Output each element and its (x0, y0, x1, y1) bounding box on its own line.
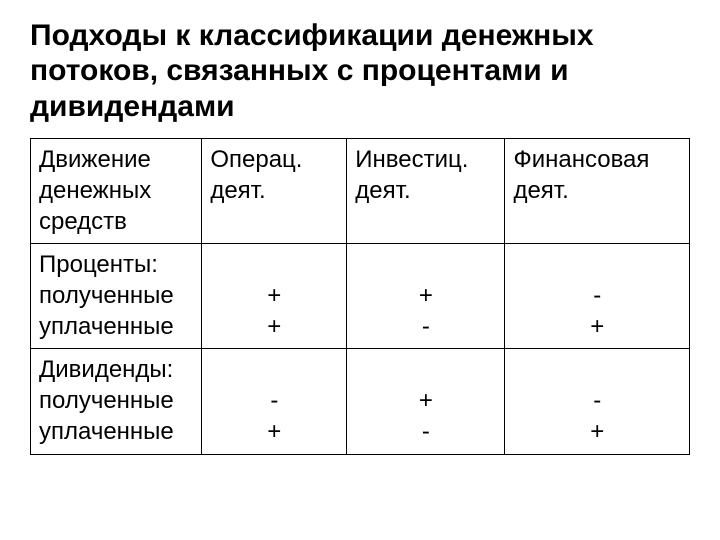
cell-line: - (593, 387, 601, 414)
cell-line: + (419, 387, 433, 414)
row-label-line: Дивиденды: (39, 356, 173, 383)
row-label-line: уплаченные (39, 418, 174, 445)
cell: - + (505, 244, 690, 349)
cell-line: - (270, 387, 278, 414)
cell: + - (347, 244, 505, 349)
cell-line: + (419, 282, 433, 309)
row-label-line: полученные (39, 282, 174, 309)
col-header-2: Инвестиц. деят. (347, 139, 505, 244)
classification-table: Движение денежных средств Операц. деят. … (30, 138, 690, 454)
table-row: Проценты: полученные уплаченные + + + - … (31, 244, 690, 349)
row-label-line: полученные (39, 387, 174, 414)
cell-line: - (422, 313, 430, 340)
row-label-dividends: Дивиденды: полученные уплаченные (31, 349, 202, 454)
table-header-row: Движение денежных средств Операц. деят. … (31, 139, 690, 244)
row-label-line: Проценты: (39, 251, 158, 278)
cell: - + (202, 349, 347, 454)
col-header-0: Движение денежных средств (31, 139, 202, 244)
row-label-line: уплаченные (39, 313, 174, 340)
slide-title: Подходы к классификации денежных потоков… (30, 18, 690, 124)
cell: + - (347, 349, 505, 454)
cell-line: - (593, 282, 601, 309)
cell-line: + (267, 313, 281, 340)
cell-line: + (590, 418, 604, 445)
table-row: Дивиденды: полученные уплаченные - + + -… (31, 349, 690, 454)
col-header-3: Финансовая деят. (505, 139, 690, 244)
cell-line: + (267, 282, 281, 309)
cell-line: + (267, 418, 281, 445)
cell-line: + (590, 313, 604, 340)
row-label-interest: Проценты: полученные уплаченные (31, 244, 202, 349)
col-header-1: Операц. деят. (202, 139, 347, 244)
cell: + + (202, 244, 347, 349)
cell-line: - (422, 418, 430, 445)
cell: - + (505, 349, 690, 454)
